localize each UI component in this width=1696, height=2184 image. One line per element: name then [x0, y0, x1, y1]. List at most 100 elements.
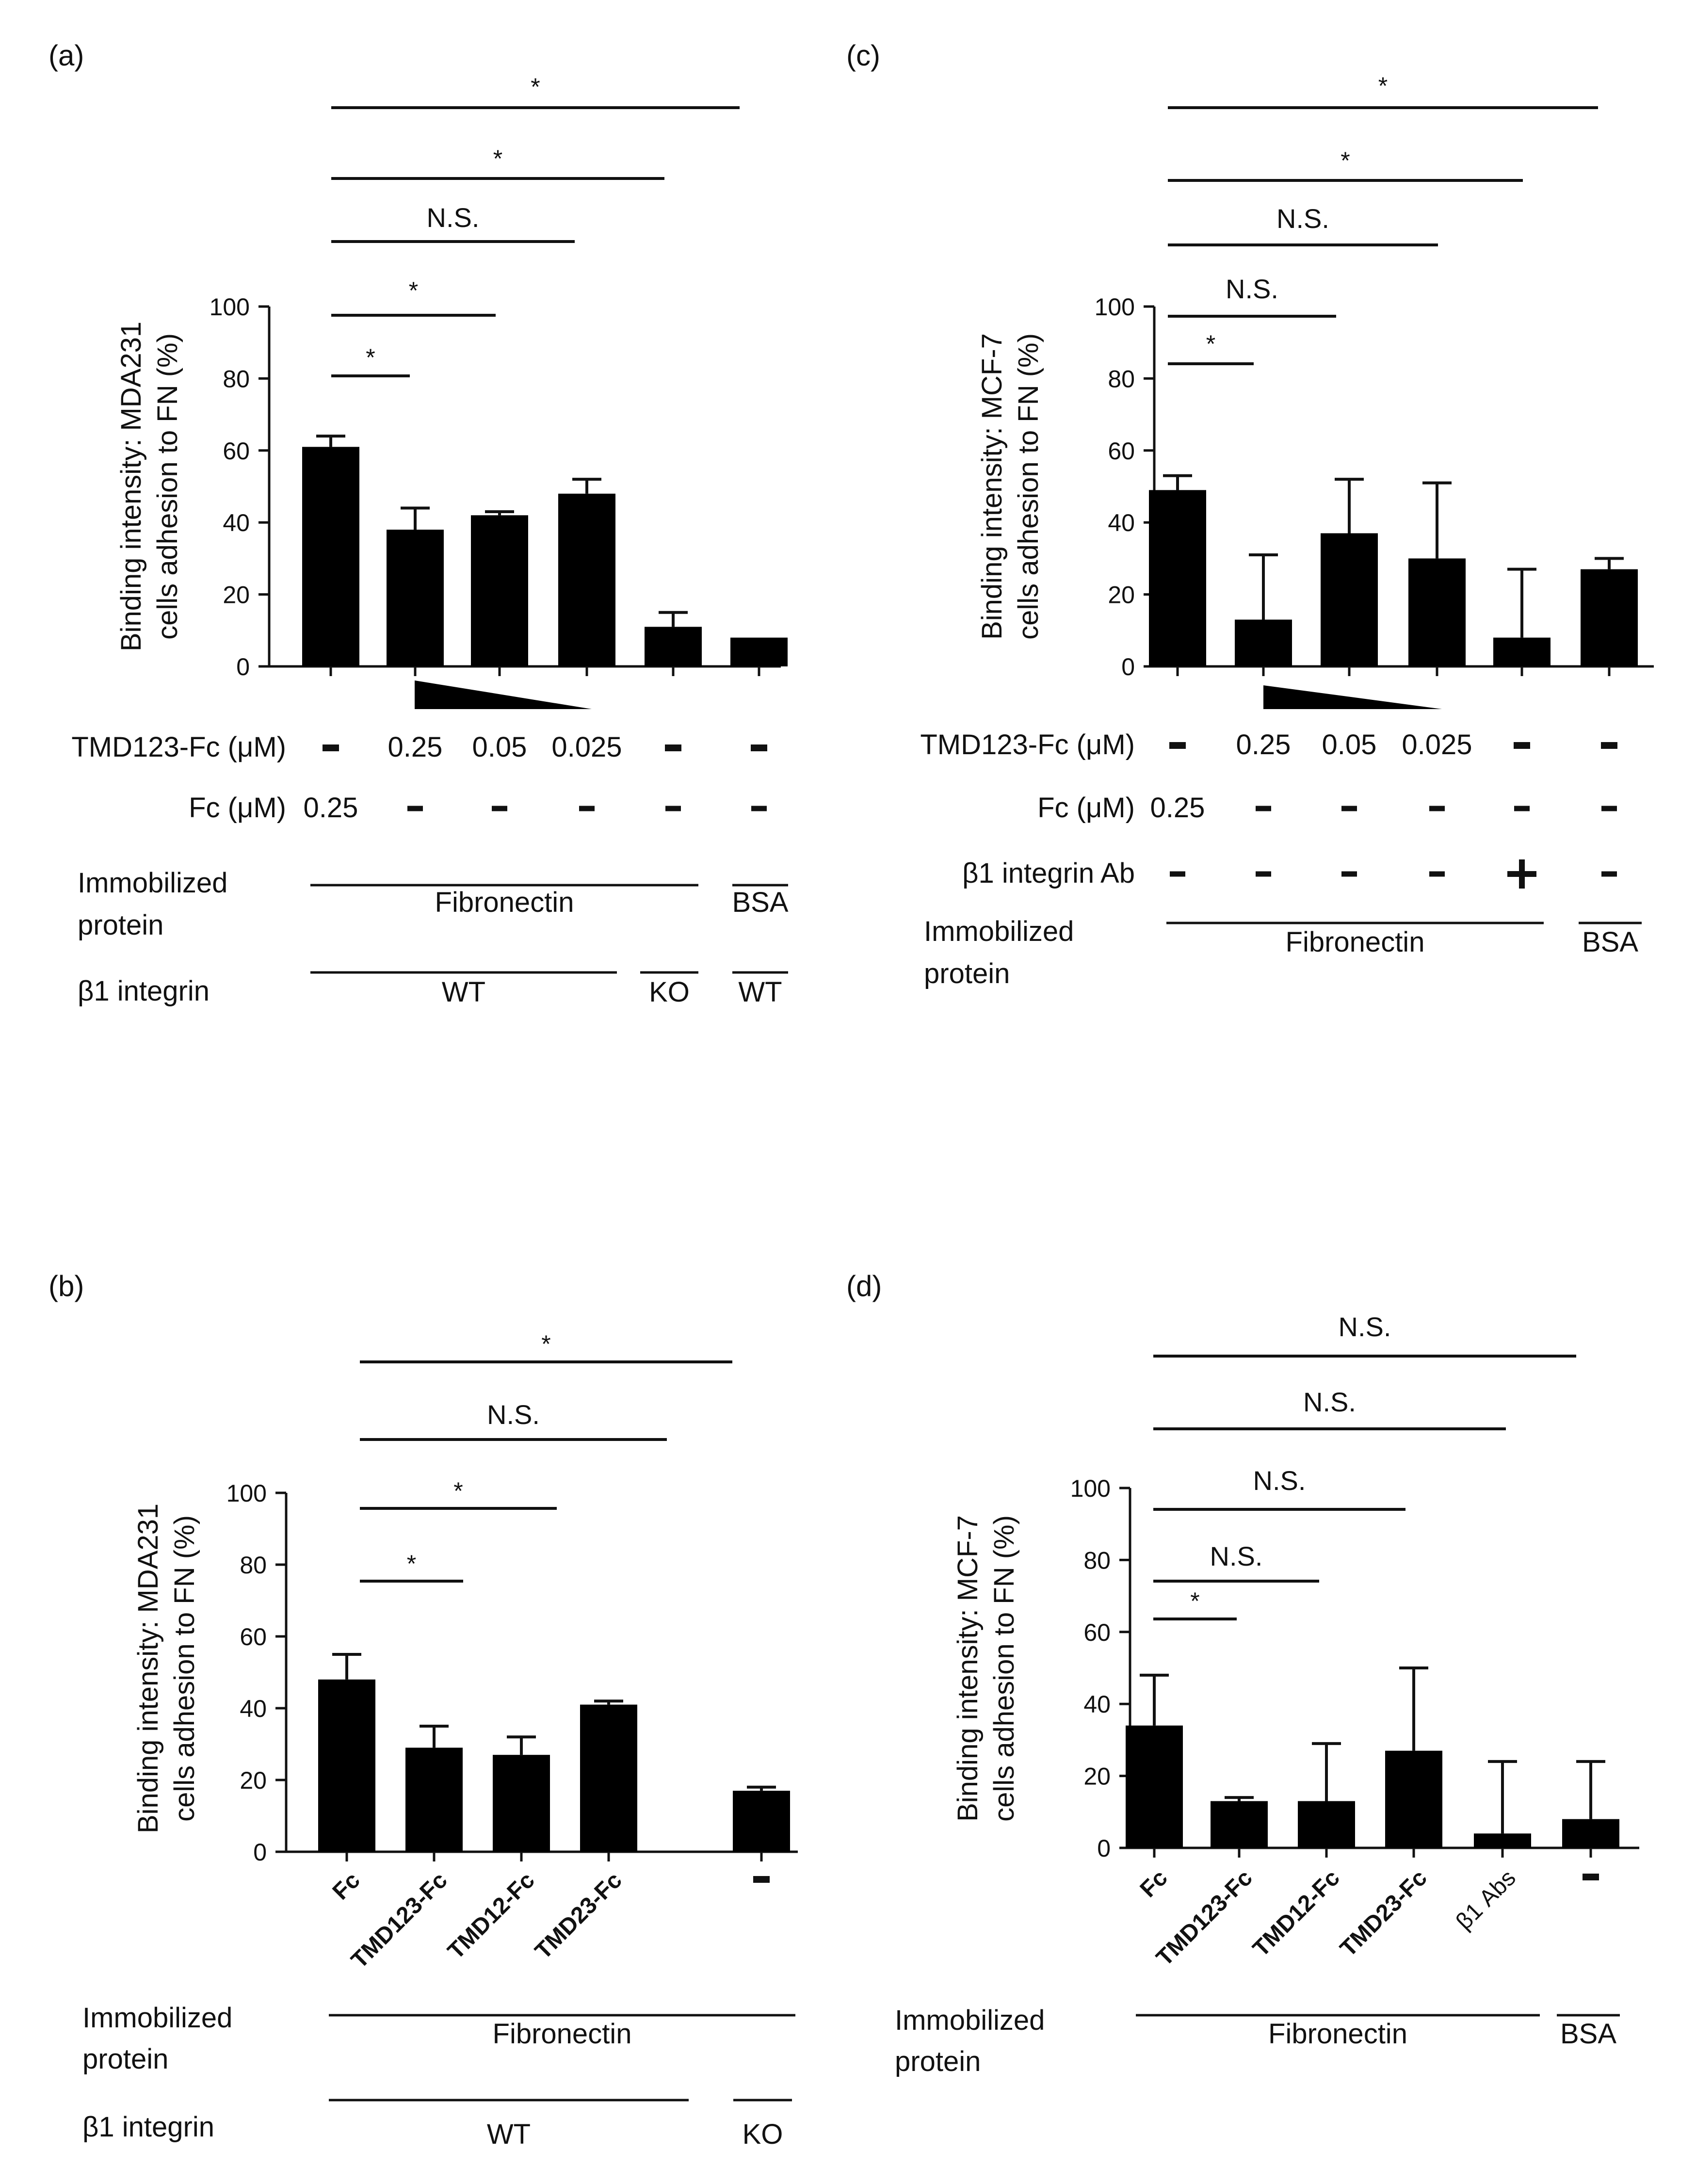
bar — [405, 1747, 463, 1852]
condition-dash — [751, 744, 767, 751]
condition-dash — [1514, 806, 1530, 811]
y-axis: 0 20 40 60 80 100 — [1070, 1475, 1131, 1862]
y-tick-label: 0 — [253, 1839, 267, 1866]
y-tick-label: 60 — [1108, 437, 1135, 465]
condition-dash — [1341, 871, 1357, 877]
y-tick-label: 60 — [1083, 1619, 1111, 1646]
significance-label: * — [409, 277, 418, 304]
panel-label: (d) — [846, 1270, 882, 1302]
condition-dash — [1429, 871, 1445, 877]
y-tick-label: 20 — [1083, 1763, 1111, 1790]
y-tick-label: 40 — [1083, 1691, 1111, 1718]
bar — [1149, 490, 1206, 666]
bar — [1126, 1725, 1183, 1848]
y-tick-label: 80 — [240, 1552, 267, 1579]
condition-value: 0.25 — [1236, 729, 1291, 760]
condition-dash — [1170, 871, 1185, 877]
y-axis-label: Binding intensity: MCF-7 — [952, 1515, 984, 1822]
group-label: Immobilized — [924, 916, 1074, 947]
significance-label: * — [541, 1330, 550, 1358]
significance-label: N.S. — [1226, 274, 1278, 304]
condition-dash — [665, 806, 681, 811]
y-tick-label: 100 — [1070, 1475, 1111, 1502]
group-label: β1 integrin — [78, 975, 210, 1007]
group-label: protein — [924, 958, 1010, 989]
significance-label: * — [366, 344, 375, 371]
group-text: KO — [649, 976, 690, 1008]
category-label: β1 Abs — [1451, 1865, 1521, 1935]
condition-dash — [1429, 806, 1445, 811]
y-axis-label: cells adhesion to FN (%) — [169, 1515, 200, 1822]
panel-b: (b) 0 20 40 60 80 100 Binding intensity: MDA231… — [48, 1270, 798, 2150]
significance-label: * — [1190, 1587, 1199, 1615]
y-axis-label: cells adhesion to FN (%) — [988, 1515, 1020, 1822]
y-tick-label: 100 — [226, 1480, 267, 1507]
y-axis-label: Binding intensity: MCF-7 — [976, 333, 1008, 640]
group-text: Fibronectin — [435, 887, 574, 918]
significance-label: * — [1206, 330, 1215, 357]
y-tick-label: 20 — [223, 582, 250, 609]
group-label: Immobilized — [82, 2002, 232, 2034]
panel-label: (b) — [48, 1270, 84, 1302]
y-tick-label: 100 — [210, 293, 250, 321]
plus-v — [1519, 859, 1525, 889]
category-label: Fc — [328, 1867, 365, 1905]
bar — [1298, 1801, 1355, 1848]
y-axis: 0 20 40 60 80 100 — [210, 293, 271, 680]
condition-dash — [1256, 806, 1271, 811]
category-label: TMD23-Fc — [530, 1867, 627, 1964]
bar — [1235, 619, 1292, 666]
bar — [1581, 569, 1638, 666]
significance-label: * — [531, 73, 540, 100]
condition-dash — [407, 806, 423, 811]
group-label: Immobilized — [895, 2005, 1045, 2036]
category-label: TMD12-Fc — [443, 1867, 540, 1964]
bar — [302, 447, 359, 666]
condition-label: β1 integrin Ab — [962, 857, 1135, 889]
group-text: BSA — [732, 887, 788, 918]
y-tick-label: 0 — [1097, 1835, 1111, 1862]
condition-value: 0.025 — [551, 731, 622, 763]
significance-label: * — [1378, 72, 1388, 99]
y-axis: 0 20 40 60 80 100 — [1095, 293, 1156, 680]
condition-value: 0.05 — [472, 731, 527, 763]
condition-dash — [1601, 742, 1617, 749]
condition-dash — [1256, 871, 1271, 877]
condition-dash — [1341, 806, 1357, 811]
bar — [387, 530, 444, 666]
group-label: protein — [82, 2043, 168, 2075]
y-axis-label: cells adhesion to FN (%) — [1013, 333, 1044, 640]
condition-value: 0.25 — [304, 792, 358, 824]
bar — [318, 1679, 375, 1852]
condition-label: TMD123-Fc (μM) — [71, 731, 286, 763]
y-tick-label: 20 — [1108, 582, 1135, 609]
bar — [645, 627, 702, 666]
panel-a: (a) 0 20 40 60 80 100 Binding intensity: MDA231… — [48, 39, 789, 1008]
category-label: Fc — [1135, 1865, 1173, 1902]
y-tick-label: 40 — [1108, 509, 1135, 536]
group-label: protein — [78, 909, 163, 941]
category-label: TMD23-Fc — [1335, 1865, 1432, 1962]
significance-label: * — [453, 1477, 463, 1505]
condition-dash — [751, 806, 767, 811]
y-axis: 0 20 40 60 80 100 — [226, 1480, 288, 1866]
bar — [580, 1704, 637, 1852]
bar — [493, 1755, 550, 1852]
condition-value: 0.025 — [1402, 729, 1472, 760]
condition-value: 0.25 — [388, 731, 443, 763]
condition-label: Fc (μM) — [189, 792, 286, 824]
significance-label: * — [493, 145, 502, 172]
panel-c: (c) 0 20 40 60 80 100 Binding intensity: MCF-7 c… — [846, 39, 1654, 989]
group-text: WT — [442, 976, 485, 1008]
condition-label: TMD123-Fc (μM) — [920, 729, 1135, 760]
y-tick-label: 20 — [240, 1767, 267, 1794]
significance-label: * — [1341, 147, 1350, 174]
y-tick-label: 40 — [240, 1695, 267, 1722]
bar — [730, 637, 788, 666]
group-label: Immobilized — [78, 867, 227, 899]
bar — [1474, 1833, 1531, 1848]
group-label: β1 integrin — [82, 2111, 214, 2143]
y-tick-label: 80 — [223, 365, 250, 392]
significance-label: N.S. — [1276, 203, 1329, 234]
condition-dash — [1514, 742, 1530, 749]
